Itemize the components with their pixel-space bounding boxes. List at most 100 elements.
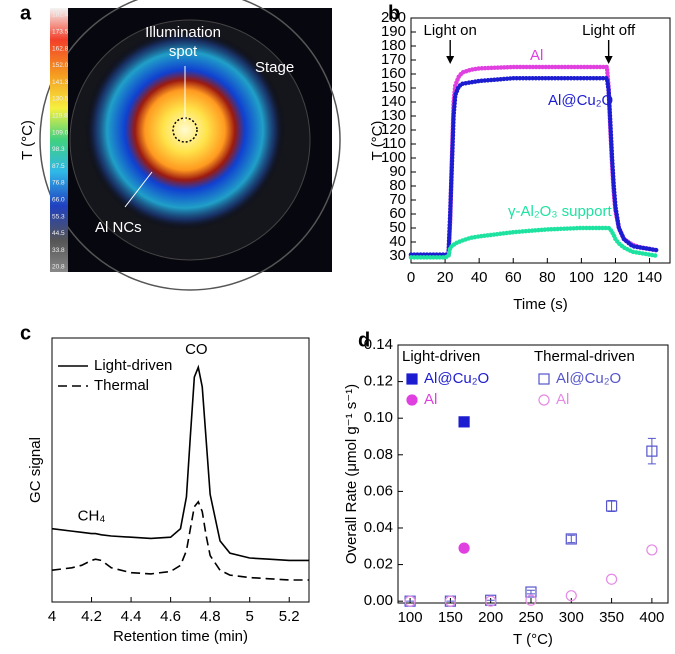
x-tick-label: 300 (559, 609, 584, 626)
y-tick-label: 0.14 (364, 336, 393, 353)
legend-marker (406, 373, 418, 385)
colorbar (50, 8, 68, 272)
colorbar-tick-label: 173.5 (52, 29, 69, 36)
colorbar-tick-label: 33.8 (52, 247, 65, 254)
series-line (408, 225, 661, 260)
y-tick-label: 170 (381, 51, 406, 68)
marker (485, 595, 497, 607)
y-tick-label: 180 (381, 37, 406, 54)
x-tick-label: 0 (407, 269, 415, 286)
y-tick-label: 0.00 (364, 592, 393, 609)
y-tick-label: 0.12 (364, 373, 393, 390)
annotation-arrowhead (604, 56, 613, 64)
y-tick-label: 0.06 (364, 482, 393, 499)
x-tick-label: 4 (48, 608, 56, 625)
colorbar-tick-label: 119.8 (52, 113, 68, 120)
series-line (51, 364, 309, 562)
y-tick-label: 160 (381, 65, 406, 82)
y-tick-label: 30 (389, 247, 406, 264)
legend-label: Thermal (94, 377, 149, 394)
x-tick-label: 40 (471, 269, 488, 286)
x-tick-label: 5 (246, 608, 254, 625)
annotation: CO (185, 341, 208, 358)
heat-spot (85, 30, 285, 230)
y-tick-label: 150 (381, 79, 406, 96)
colorbar-tick-label: 152.0 (52, 62, 69, 69)
legend-label: Light-driven (94, 357, 172, 374)
legend-marker (538, 373, 550, 385)
series-line (51, 500, 309, 581)
panel-label: b (388, 2, 400, 24)
colorbar-tick-label: 44.5 (52, 230, 65, 237)
y-tick-label: 80 (389, 177, 406, 194)
spot-label: Illumination (145, 24, 221, 41)
colorbar-tick-label: 55.3 (52, 213, 65, 220)
sample-pointer (124, 171, 153, 208)
y-tick-label: 0.10 (364, 409, 393, 426)
error-bar (526, 589, 535, 595)
y-tick-label: 140 (381, 93, 406, 110)
error-bar (567, 534, 576, 544)
x-tick-label: 250 (518, 609, 543, 626)
legend-label: Al@Cu₂O (556, 370, 621, 387)
y-axis-label: Overall Rate (μmol g⁻¹ s⁻¹) (343, 384, 360, 564)
y-tick-label: 0.02 (364, 556, 393, 573)
x-tick-label: 150 (438, 609, 463, 626)
x-tick-label: 200 (478, 609, 503, 626)
colorbar-tick-label: 98.3 (52, 146, 65, 153)
x-tick-label: 60 (505, 269, 522, 286)
series-line (408, 75, 661, 257)
x-axis-label: Retention time (min) (113, 628, 248, 645)
colorbar-label: T (°C) (19, 120, 36, 160)
series-label: Al (530, 47, 543, 64)
legend-group-title: Light-driven (402, 348, 480, 365)
colorbar-tick-label: 182.4 (52, 12, 69, 19)
marker (458, 542, 470, 554)
plot-frame (397, 344, 669, 604)
colorbar-tick-label: 130.5 (52, 96, 69, 103)
y-tick-label: 200 (381, 9, 406, 26)
y-tick-label: 0.04 (364, 519, 393, 536)
spot-label: spot (169, 43, 198, 60)
colorbar-tick-label: 109.0 (52, 129, 69, 136)
y-axis-label: GC signal (27, 437, 44, 503)
legend-label: Al (424, 391, 437, 408)
x-tick-label: 4.8 (200, 608, 221, 625)
panel-label: a (20, 2, 32, 24)
x-tick-label: 4.2 (81, 608, 102, 625)
marker (605, 573, 618, 585)
y-tick-label: 100 (381, 149, 406, 166)
legend-label: Al (556, 391, 569, 408)
x-tick-label: 20 (437, 269, 454, 286)
y-tick-label: 0.08 (364, 446, 393, 463)
annotation: CH₄ (78, 507, 106, 524)
marker (646, 445, 658, 457)
marker (444, 595, 456, 607)
stage-label: Stage (255, 59, 294, 76)
x-tick-label: 5.2 (279, 608, 300, 625)
x-tick-label: 100 (569, 269, 594, 286)
plot-frame (410, 17, 671, 264)
legend-label: Al@Cu₂O (424, 370, 489, 387)
panel-label: c (20, 322, 31, 344)
x-tick-label: 80 (539, 269, 556, 286)
x-tick-label: 4.6 (160, 608, 181, 625)
error-bar (647, 437, 656, 465)
legend-marker (406, 394, 418, 406)
y-axis-label: T (°C) (369, 121, 386, 161)
marker (565, 533, 577, 545)
marker (458, 416, 470, 428)
y-tick-label: 70 (389, 191, 406, 208)
colorbar-tick-label: 66.0 (52, 197, 65, 204)
colorbar-tick-label: 87.5 (52, 163, 65, 170)
sample-label: Al NCs (95, 219, 142, 236)
annotation-arrowhead (446, 56, 455, 64)
annotation: Light off (582, 22, 636, 39)
x-axis-label: Time (s) (513, 296, 567, 313)
x-axis-label: T (°C) (513, 631, 553, 648)
colorbar-tick-label: 20.8 (52, 264, 65, 271)
x-tick-label: 100 (398, 609, 423, 626)
legend-marker (538, 394, 550, 406)
